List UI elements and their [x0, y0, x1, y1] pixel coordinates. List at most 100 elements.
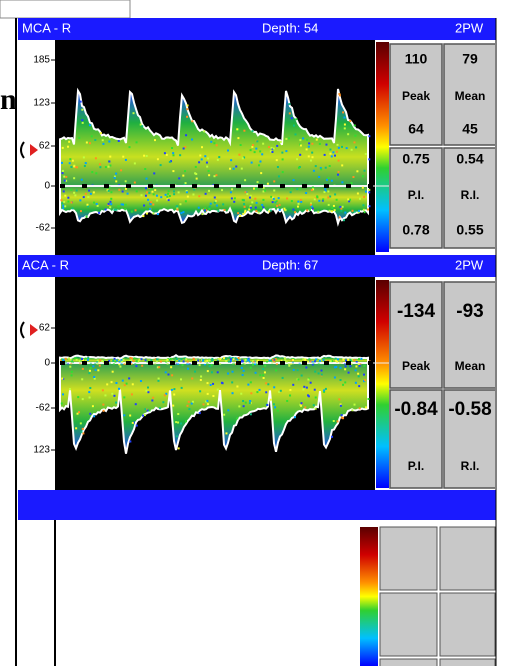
speckle	[62, 204, 65, 207]
speckle	[107, 165, 110, 168]
scale-label: 62	[39, 141, 51, 152]
value-cell	[389, 389, 443, 489]
speckle	[123, 414, 126, 417]
speckle	[253, 187, 256, 190]
speckle	[147, 386, 150, 389]
speckle	[305, 366, 308, 369]
speckle	[280, 359, 283, 362]
speckle	[118, 188, 121, 191]
speckle	[325, 143, 328, 146]
speckle	[304, 358, 307, 361]
speckle	[335, 359, 338, 362]
cell-text: 79	[462, 51, 478, 67]
speckle	[231, 188, 234, 191]
depth-label: Depth: 54	[262, 20, 318, 35]
speckle	[122, 155, 125, 158]
baseline-tick	[126, 184, 131, 188]
speckle	[81, 358, 84, 360]
speckle	[107, 189, 110, 192]
speckle	[273, 180, 276, 183]
speckle	[65, 175, 68, 178]
speckle	[135, 424, 138, 427]
speckle	[84, 192, 87, 195]
speckle	[208, 365, 211, 368]
speckle	[240, 366, 243, 369]
speckle	[327, 190, 330, 193]
speckle	[230, 359, 233, 362]
speckle	[362, 175, 365, 178]
color-bar	[376, 280, 389, 488]
speckle	[306, 138, 309, 141]
speckle	[305, 192, 308, 194]
speckle	[364, 190, 367, 193]
speckle	[155, 360, 158, 363]
speckle	[180, 212, 183, 214]
speckle	[207, 157, 210, 160]
speckle	[247, 359, 250, 362]
speckle	[314, 370, 317, 373]
speckle	[90, 135, 93, 138]
speckle	[216, 158, 219, 161]
speckle	[62, 359, 65, 362]
speckle	[363, 195, 366, 198]
speckle	[240, 392, 243, 395]
speckle	[60, 161, 63, 164]
speckle	[227, 149, 230, 152]
speckle	[154, 358, 157, 361]
speckle	[358, 407, 361, 410]
speckle	[235, 165, 238, 168]
speckle	[338, 216, 341, 219]
speckle	[336, 143, 339, 146]
speckle	[289, 191, 292, 194]
speckle	[145, 212, 148, 215]
cell-text: P.I.	[408, 459, 424, 473]
mode-label: 2PW	[455, 20, 484, 35]
speckle	[315, 138, 318, 141]
speckle	[144, 408, 147, 411]
speckle	[134, 362, 137, 365]
speckle	[140, 358, 143, 361]
speckle	[159, 407, 162, 410]
speckle	[225, 358, 228, 361]
speckle	[113, 175, 116, 178]
speckle	[102, 409, 105, 412]
speckle	[132, 421, 135, 424]
speckle	[307, 378, 310, 381]
speckle	[113, 176, 116, 179]
speckle	[222, 357, 225, 360]
speckle	[179, 203, 182, 206]
speckle	[285, 361, 288, 364]
speckle	[185, 134, 188, 137]
speckle	[299, 199, 302, 201]
speckle	[307, 155, 310, 158]
speckle	[284, 359, 287, 362]
speckle	[186, 195, 189, 198]
speckle	[271, 151, 274, 153]
speckle	[209, 202, 212, 205]
speckle	[171, 147, 174, 149]
speckle	[336, 173, 339, 176]
speckle	[287, 362, 290, 365]
speckle	[342, 417, 345, 420]
speckle	[285, 137, 288, 140]
speckle	[109, 164, 112, 167]
speckle	[334, 154, 337, 157]
speckle	[333, 209, 336, 212]
speckle	[312, 188, 315, 191]
speckle	[95, 203, 98, 205]
speckle	[129, 440, 132, 443]
speckle	[104, 208, 107, 211]
speckle	[276, 166, 279, 168]
speckle	[157, 379, 160, 382]
speckle	[166, 195, 169, 198]
speckle	[213, 175, 216, 178]
speckle	[254, 363, 257, 365]
value-cell	[443, 147, 495, 249]
speckle	[63, 175, 66, 178]
speckle	[198, 412, 201, 415]
baseline-tick	[280, 184, 285, 188]
speckle	[311, 361, 314, 364]
speckle	[217, 357, 220, 360]
speckle	[64, 205, 67, 208]
speckle	[155, 358, 158, 361]
